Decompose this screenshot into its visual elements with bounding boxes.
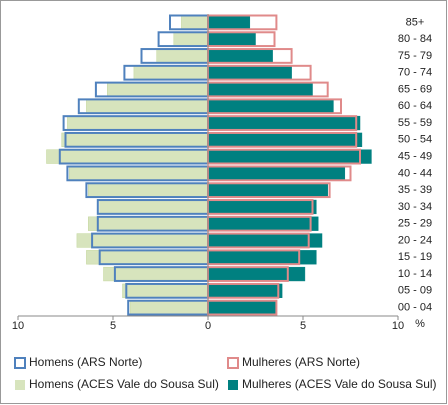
bar: [69, 166, 209, 181]
bar: [207, 300, 277, 315]
bar: [207, 82, 313, 97]
bar: [67, 115, 209, 131]
bar: [207, 149, 372, 164]
y-tick-label: 70 - 74: [398, 67, 432, 79]
bar: [207, 48, 273, 64]
bar: [207, 216, 319, 231]
y-tick-label: 50 - 54: [398, 134, 432, 146]
x-tick-label: 10: [12, 320, 24, 332]
legend-marker: [14, 357, 26, 369]
bar: [207, 199, 317, 215]
bar: [207, 99, 334, 114]
bar: [61, 132, 209, 147]
y-tick-label: 10 - 14: [398, 268, 432, 280]
x-tick-label: 10: [392, 320, 404, 332]
bar: [207, 183, 328, 198]
bar: [76, 233, 209, 248]
y-tick-label: 85+: [406, 16, 425, 28]
bar: [181, 15, 209, 30]
legend-label: Homens (ARS Norte): [29, 355, 142, 369]
bar: [86, 250, 209, 265]
bar: [122, 283, 209, 298]
y-tick-label: 20 - 24: [398, 234, 432, 246]
bar: [207, 266, 306, 282]
legend: Homens (ARS Norte) Mulheres (ARS Norte) Ho…: [14, 355, 437, 391]
legend-marker: [228, 380, 238, 390]
bar: [133, 65, 209, 80]
y-tick-label: 55 - 59: [398, 117, 432, 129]
bar: [103, 266, 209, 282]
x-tick-label: 5: [300, 320, 306, 332]
legend-marker: [15, 380, 25, 390]
y-tick-label: 65 - 69: [398, 83, 432, 95]
x-axis-label: %: [415, 318, 425, 330]
y-tick-label: 25 - 29: [398, 218, 432, 230]
y-tick-label: 30 - 34: [398, 201, 432, 213]
x-tick-label: 0: [205, 320, 211, 332]
bar: [46, 149, 209, 164]
bar: [156, 48, 209, 64]
y-tick-label: 40 - 44: [398, 167, 432, 179]
legend-label: Homens (ACES Vale do Sousa Sul): [29, 377, 219, 391]
bar: [207, 115, 361, 131]
bar: [88, 216, 209, 231]
bar: [207, 15, 251, 30]
x-tick-label: 5: [110, 320, 116, 332]
legend-marker: [227, 357, 239, 369]
bar: [207, 166, 346, 181]
bar: [88, 183, 209, 198]
bar: [207, 65, 292, 80]
bar: [99, 199, 209, 215]
y-tick-label: 00 - 04: [398, 302, 432, 314]
y-tick-label: 35 - 39: [398, 184, 432, 196]
y-tick-label: 15 - 19: [398, 251, 432, 263]
bar: [207, 283, 283, 298]
y-tick-label: 05 - 09: [398, 285, 432, 297]
legend-label: Mulheres (ACES Vale do Sousa Sul): [242, 377, 437, 391]
y-tick-label: 60 - 64: [398, 100, 432, 112]
bar: [129, 300, 209, 315]
legend-label: Mulheres (ARS Norte): [242, 355, 360, 369]
bar: [86, 99, 209, 114]
y-tick-label: 45 - 49: [398, 151, 432, 163]
y-tick-label: 75 - 79: [398, 50, 432, 62]
y-tick-label: 80 - 84: [398, 33, 432, 45]
bar: [207, 32, 256, 47]
bar: [207, 132, 363, 147]
bar: [207, 233, 323, 248]
bar: [107, 82, 209, 97]
bar: [173, 32, 209, 47]
